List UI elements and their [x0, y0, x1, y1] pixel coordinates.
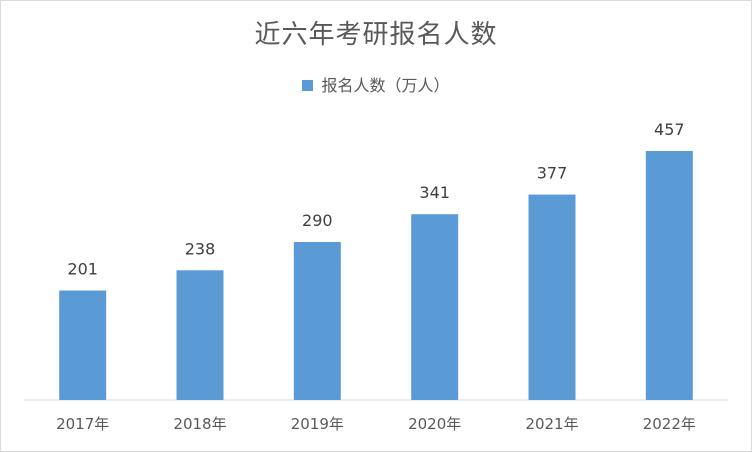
- x-tick-labels-group: 2017年 2018年 2019年 2020年 2021年 2022年: [56, 415, 696, 433]
- chart-title: 近六年考研报名人数: [254, 20, 498, 50]
- data-labels-group: 201 238 290 341 377 457: [67, 120, 684, 279]
- data-label-4: 377: [537, 164, 568, 183]
- legend-swatch: [302, 80, 314, 91]
- bar-0: [59, 290, 107, 400]
- data-label-0: 201: [67, 260, 98, 279]
- bar-3: [411, 214, 459, 400]
- x-tick-label-4: 2021年: [525, 415, 578, 433]
- data-label-5: 457: [654, 120, 685, 139]
- bar-4: [528, 194, 576, 400]
- data-label-2: 290: [302, 211, 333, 230]
- bar-5: [645, 151, 693, 400]
- x-tick-label-5: 2022年: [643, 415, 696, 433]
- chart-legend: 报名人数（万人）: [0, 72, 752, 96]
- bars-group: [59, 151, 693, 400]
- x-tick-label-1: 2018年: [173, 415, 226, 433]
- legend-label: 报名人数（万人）: [321, 76, 450, 95]
- data-label-1: 238: [185, 239, 216, 258]
- x-tick-label-2: 2019年: [291, 415, 344, 433]
- x-tick-label-3: 2020年: [408, 415, 461, 433]
- bar-2: [293, 242, 341, 400]
- bar-1: [176, 270, 224, 400]
- data-label-3: 341: [419, 183, 450, 202]
- x-tick-label-0: 2017年: [56, 415, 109, 433]
